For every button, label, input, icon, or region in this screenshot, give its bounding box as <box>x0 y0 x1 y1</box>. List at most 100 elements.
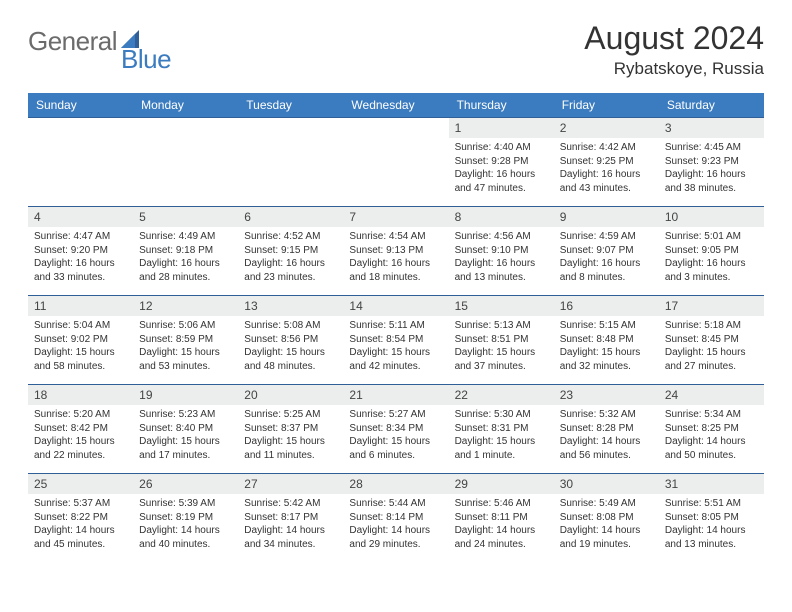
sunrise-text: Sunrise: 5:42 AM <box>244 497 337 511</box>
day-number: 10 <box>659 207 764 227</box>
day-content: Sunrise: 5:25 AMSunset: 8:37 PMDaylight:… <box>238 405 343 465</box>
sunrise-text: Sunrise: 5:51 AM <box>665 497 758 511</box>
day-number: 24 <box>659 385 764 405</box>
sunset-text: Sunset: 9:23 PM <box>665 155 758 169</box>
sunset-text: Sunset: 8:11 PM <box>455 511 548 525</box>
daylight-text: Daylight: 15 hours and 32 minutes. <box>560 346 653 373</box>
sunrise-text: Sunrise: 4:49 AM <box>139 230 232 244</box>
sunrise-text: Sunrise: 5:46 AM <box>455 497 548 511</box>
sunset-text: Sunset: 8:22 PM <box>34 511 127 525</box>
dayheader-fri: Friday <box>554 93 659 118</box>
sunrise-text: Sunrise: 4:59 AM <box>560 230 653 244</box>
sunrise-text: Sunrise: 5:37 AM <box>34 497 127 511</box>
dayheader-tue: Tuesday <box>238 93 343 118</box>
day-number: 2 <box>554 118 659 138</box>
calendar-cell: 18Sunrise: 5:20 AMSunset: 8:42 PMDayligh… <box>28 385 133 474</box>
day-content: Sunrise: 5:06 AMSunset: 8:59 PMDaylight:… <box>133 316 238 376</box>
dayheader-thu: Thursday <box>449 93 554 118</box>
daylight-text: Daylight: 16 hours and 18 minutes. <box>349 257 442 284</box>
daylight-text: Daylight: 14 hours and 45 minutes. <box>34 524 127 551</box>
day-content: Sunrise: 4:40 AMSunset: 9:28 PMDaylight:… <box>449 138 554 198</box>
day-content <box>238 138 343 144</box>
day-number: 21 <box>343 385 448 405</box>
daylight-text: Daylight: 15 hours and 48 minutes. <box>244 346 337 373</box>
day-number: 11 <box>28 296 133 316</box>
daylight-text: Daylight: 15 hours and 53 minutes. <box>139 346 232 373</box>
calendar-week-row: 4Sunrise: 4:47 AMSunset: 9:20 PMDaylight… <box>28 207 764 296</box>
sunset-text: Sunset: 8:05 PM <box>665 511 758 525</box>
daylight-text: Daylight: 15 hours and 27 minutes. <box>665 346 758 373</box>
sunrise-text: Sunrise: 5:27 AM <box>349 408 442 422</box>
sunrise-text: Sunrise: 5:44 AM <box>349 497 442 511</box>
header-row: General Blue August 2024 Rybatskoye, Rus… <box>28 20 764 79</box>
day-number: 13 <box>238 296 343 316</box>
dayheader-sun: Sunday <box>28 93 133 118</box>
sunrise-text: Sunrise: 5:04 AM <box>34 319 127 333</box>
day-content: Sunrise: 5:44 AMSunset: 8:14 PMDaylight:… <box>343 494 448 554</box>
daylight-text: Daylight: 16 hours and 28 minutes. <box>139 257 232 284</box>
title-block: August 2024 Rybatskoye, Russia <box>584 20 764 79</box>
sunset-text: Sunset: 9:02 PM <box>34 333 127 347</box>
day-content: Sunrise: 5:18 AMSunset: 8:45 PMDaylight:… <box>659 316 764 376</box>
calendar-cell: 4Sunrise: 4:47 AMSunset: 9:20 PMDaylight… <box>28 207 133 296</box>
day-content: Sunrise: 5:37 AMSunset: 8:22 PMDaylight:… <box>28 494 133 554</box>
calendar-cell <box>238 118 343 207</box>
calendar-cell: 23Sunrise: 5:32 AMSunset: 8:28 PMDayligh… <box>554 385 659 474</box>
day-number: 3 <box>659 118 764 138</box>
dayheader-wed: Wednesday <box>343 93 448 118</box>
day-content: Sunrise: 5:20 AMSunset: 8:42 PMDaylight:… <box>28 405 133 465</box>
sunset-text: Sunset: 8:17 PM <box>244 511 337 525</box>
calendar-cell: 8Sunrise: 4:56 AMSunset: 9:10 PMDaylight… <box>449 207 554 296</box>
dayheader-sat: Saturday <box>659 93 764 118</box>
day-number: 22 <box>449 385 554 405</box>
daylight-text: Daylight: 15 hours and 1 minute. <box>455 435 548 462</box>
sunset-text: Sunset: 8:48 PM <box>560 333 653 347</box>
sunrise-text: Sunrise: 5:23 AM <box>139 408 232 422</box>
month-title: August 2024 <box>584 20 764 57</box>
sunset-text: Sunset: 8:34 PM <box>349 422 442 436</box>
calendar-page: General Blue August 2024 Rybatskoye, Rus… <box>0 0 792 582</box>
calendar-cell <box>343 118 448 207</box>
day-number: 12 <box>133 296 238 316</box>
day-number: 4 <box>28 207 133 227</box>
day-number <box>133 118 238 138</box>
sunrise-text: Sunrise: 5:18 AM <box>665 319 758 333</box>
sunset-text: Sunset: 8:14 PM <box>349 511 442 525</box>
location-text: Rybatskoye, Russia <box>584 59 764 79</box>
calendar-cell: 15Sunrise: 5:13 AMSunset: 8:51 PMDayligh… <box>449 296 554 385</box>
day-content: Sunrise: 5:51 AMSunset: 8:05 PMDaylight:… <box>659 494 764 554</box>
calendar-cell: 3Sunrise: 4:45 AMSunset: 9:23 PMDaylight… <box>659 118 764 207</box>
sunrise-text: Sunrise: 4:45 AM <box>665 141 758 155</box>
daylight-text: Daylight: 14 hours and 29 minutes. <box>349 524 442 551</box>
day-content: Sunrise: 4:42 AMSunset: 9:25 PMDaylight:… <box>554 138 659 198</box>
calendar-body: 1Sunrise: 4:40 AMSunset: 9:28 PMDaylight… <box>28 118 764 563</box>
day-number <box>238 118 343 138</box>
sunset-text: Sunset: 8:08 PM <box>560 511 653 525</box>
daylight-text: Daylight: 14 hours and 34 minutes. <box>244 524 337 551</box>
daylight-text: Daylight: 14 hours and 19 minutes. <box>560 524 653 551</box>
calendar-cell: 22Sunrise: 5:30 AMSunset: 8:31 PMDayligh… <box>449 385 554 474</box>
day-content: Sunrise: 5:42 AMSunset: 8:17 PMDaylight:… <box>238 494 343 554</box>
sunrise-text: Sunrise: 5:32 AM <box>560 408 653 422</box>
calendar-cell: 19Sunrise: 5:23 AMSunset: 8:40 PMDayligh… <box>133 385 238 474</box>
calendar-cell: 9Sunrise: 4:59 AMSunset: 9:07 PMDaylight… <box>554 207 659 296</box>
day-content: Sunrise: 5:23 AMSunset: 8:40 PMDaylight:… <box>133 405 238 465</box>
sunset-text: Sunset: 8:25 PM <box>665 422 758 436</box>
sunrise-text: Sunrise: 4:47 AM <box>34 230 127 244</box>
calendar-week-row: 25Sunrise: 5:37 AMSunset: 8:22 PMDayligh… <box>28 474 764 563</box>
day-content: Sunrise: 5:13 AMSunset: 8:51 PMDaylight:… <box>449 316 554 376</box>
calendar-cell: 27Sunrise: 5:42 AMSunset: 8:17 PMDayligh… <box>238 474 343 563</box>
day-content <box>133 138 238 144</box>
calendar-cell: 2Sunrise: 4:42 AMSunset: 9:25 PMDaylight… <box>554 118 659 207</box>
calendar-cell: 12Sunrise: 5:06 AMSunset: 8:59 PMDayligh… <box>133 296 238 385</box>
calendar-cell: 17Sunrise: 5:18 AMSunset: 8:45 PMDayligh… <box>659 296 764 385</box>
day-content: Sunrise: 5:04 AMSunset: 9:02 PMDaylight:… <box>28 316 133 376</box>
daylight-text: Daylight: 16 hours and 33 minutes. <box>34 257 127 284</box>
daylight-text: Daylight: 14 hours and 24 minutes. <box>455 524 548 551</box>
calendar-cell: 6Sunrise: 4:52 AMSunset: 9:15 PMDaylight… <box>238 207 343 296</box>
calendar-cell: 26Sunrise: 5:39 AMSunset: 8:19 PMDayligh… <box>133 474 238 563</box>
daylight-text: Daylight: 15 hours and 37 minutes. <box>455 346 548 373</box>
day-number: 1 <box>449 118 554 138</box>
day-content: Sunrise: 4:56 AMSunset: 9:10 PMDaylight:… <box>449 227 554 287</box>
day-number: 6 <box>238 207 343 227</box>
